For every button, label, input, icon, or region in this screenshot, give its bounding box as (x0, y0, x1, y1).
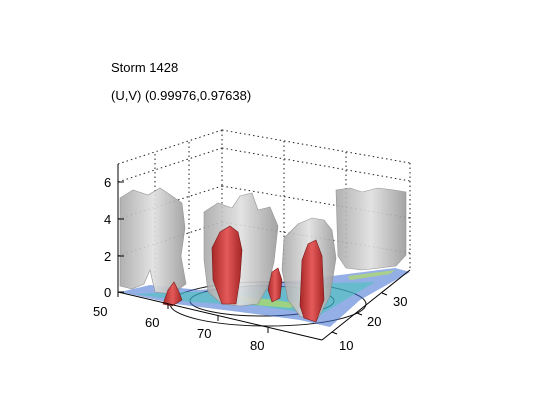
chart-title: Storm 1428 (111, 60, 179, 75)
y-tick-label: 30 (393, 294, 407, 309)
z-tick-label: 2 (104, 249, 111, 264)
inner-isosurface (162, 225, 325, 323)
z-tick-label: 0 (104, 285, 111, 300)
x-tick-label: 80 (250, 338, 264, 353)
x-tick-label: 50 (93, 304, 107, 319)
x-axis: 50 60 70 80 (93, 292, 269, 353)
z-tick-label: 4 (104, 212, 111, 227)
y-tick-label: 20 (367, 314, 381, 329)
x-tick-label: 70 (197, 326, 211, 341)
chart-subtitle: (U,V) (0.99976,0.97638) (111, 88, 252, 103)
y-tick-label: 10 (339, 338, 353, 353)
z-axis: 0 2 4 6 (104, 175, 124, 300)
z-tick-label: 6 (104, 175, 111, 190)
x-tick-label: 60 (145, 315, 159, 330)
axis-lines (117, 164, 411, 341)
y-axis: 10 20 30 (331, 292, 407, 353)
